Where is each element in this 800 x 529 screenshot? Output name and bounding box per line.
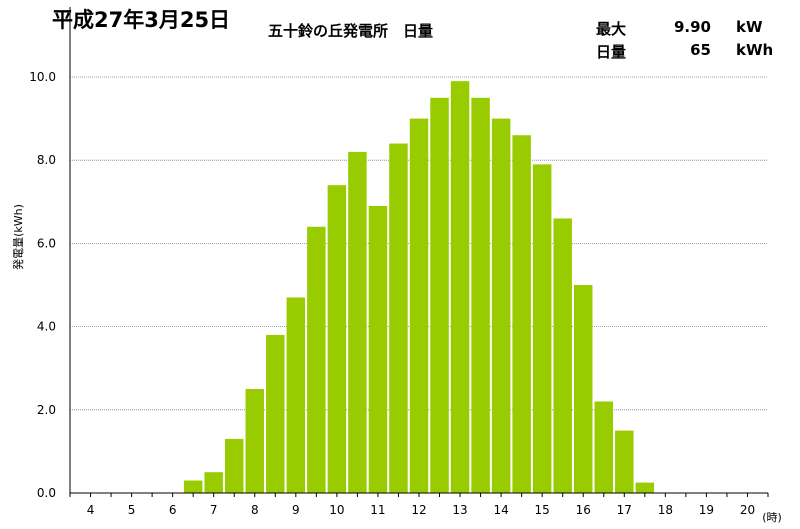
x-tick-label: 8	[251, 503, 259, 517]
bar	[532, 164, 552, 494]
bar	[307, 226, 326, 493]
bar	[615, 430, 634, 493]
bar	[389, 143, 408, 493]
x-tick-label: 14	[493, 503, 508, 517]
y-tick-label: 4.0	[37, 320, 56, 334]
bar	[430, 97, 449, 494]
bar	[266, 334, 285, 493]
summary-max-label: 最大	[596, 20, 627, 38]
y-tick-label: 10.0	[29, 70, 56, 84]
x-tick-label: 16	[576, 503, 591, 517]
axes: 0.0 2.0 4.0 6.0 8.0 10.0 4 5 6 7 8 9 10 11 12 13 14 15 16 1…	[29, 7, 769, 517]
bar	[450, 81, 470, 493]
x-tick-label: 6	[169, 503, 177, 517]
bar	[224, 438, 244, 493]
report-date: 平成27年3月25日	[52, 8, 231, 32]
bar	[368, 205, 388, 493]
bar	[573, 285, 593, 493]
summary-daily-label: 日量	[596, 43, 627, 61]
y-tick-label: 8.0	[37, 153, 56, 167]
x-tick-label: 17	[617, 503, 632, 517]
bar	[512, 135, 531, 494]
bar	[553, 218, 572, 493]
bar	[594, 401, 614, 493]
summary-max-unit: kW	[736, 18, 763, 36]
x-tick-label: 9	[292, 503, 300, 517]
summary-daily-row: 日量 65 kWh	[596, 41, 796, 64]
x-tick-label: 5	[128, 503, 136, 517]
bar	[204, 472, 223, 493]
x-tick-label: 18	[658, 503, 673, 517]
x-tick-label: 13	[452, 503, 467, 517]
x-tick-label: 12	[411, 503, 426, 517]
x-tick-label: 10	[329, 503, 344, 517]
summary-max-row: 最大 9.90 kW	[596, 18, 796, 41]
x-tick-label: 19	[699, 503, 714, 517]
bars	[183, 81, 655, 494]
bar	[409, 118, 429, 493]
bar	[348, 151, 367, 493]
chart-title: 五十鈴の丘発電所 日量	[268, 22, 434, 40]
x-axis-label: (時)	[762, 511, 782, 524]
bar	[286, 297, 306, 493]
y-tick-label: 2.0	[37, 403, 56, 417]
y-axis-label: 発電量(kWh)	[11, 204, 25, 270]
y-tick-label: 6.0	[37, 236, 56, 250]
bar	[245, 389, 265, 493]
bar	[491, 118, 511, 493]
bar	[327, 185, 347, 493]
bar	[471, 97, 490, 494]
y-tick-label: 0.0	[37, 486, 56, 500]
x-tick-label: 4	[87, 503, 95, 517]
summary-panel: 最大 9.90 kW 日量 65 kWh	[596, 18, 796, 64]
x-tick-label: 11	[370, 503, 385, 517]
x-tick-label: 7	[210, 503, 218, 517]
summary-daily-unit: kWh	[736, 41, 774, 59]
summary-max-value: 9.90	[673, 18, 711, 36]
bar	[635, 482, 655, 493]
x-tick-label: 20	[740, 503, 755, 517]
summary-daily-value: 65	[690, 41, 711, 59]
x-tick-label: 15	[535, 503, 550, 517]
bar	[183, 480, 203, 493]
